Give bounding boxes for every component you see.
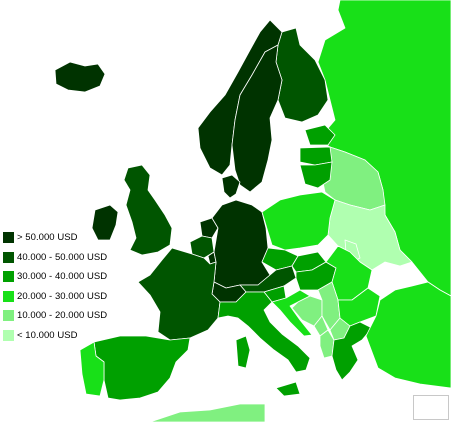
region-netherlands[interactable] xyxy=(199,217,219,239)
legend-label: < 10.000 USD xyxy=(17,329,78,341)
region-iceland[interactable] xyxy=(54,61,106,93)
region-turkey[interactable] xyxy=(365,281,451,389)
region-spain[interactable] xyxy=(93,335,191,401)
legend-item: < 10.000 USD xyxy=(3,326,133,346)
legend-item: > 50.000 USD xyxy=(3,228,133,248)
legend-item: 30.000 - 40.000 USD xyxy=(3,267,133,287)
legend-swatch xyxy=(3,290,14,302)
legend-swatch xyxy=(3,271,14,283)
region-germany[interactable] xyxy=(211,199,271,289)
legend-label: 40.000 - 50.000 USD xyxy=(17,251,108,263)
legend-swatch xyxy=(3,251,14,263)
region-france[interactable] xyxy=(137,247,221,341)
region-portugal[interactable] xyxy=(79,341,105,397)
region-greece[interactable] xyxy=(331,321,373,381)
region-lithuania[interactable] xyxy=(299,161,333,189)
legend-label: > 50.000 USD xyxy=(17,232,78,244)
region-finland[interactable] xyxy=(275,27,329,123)
map-legend: > 50.000 USD 40.000 - 50.000 USD 30.000 … xyxy=(3,228,133,345)
legend-swatch xyxy=(3,310,14,322)
legend-label: 30.000 - 40.000 USD xyxy=(17,271,108,283)
cyprus-inset-box xyxy=(413,395,449,420)
legend-swatch xyxy=(3,329,14,341)
region-italy-sardinia[interactable] xyxy=(235,335,251,369)
region-north-africa[interactable] xyxy=(149,403,266,422)
region-united-kingdom[interactable] xyxy=(123,164,173,256)
region-sweden[interactable] xyxy=(231,44,283,193)
legend-label: 10.000 - 20.000 USD xyxy=(17,310,108,322)
region-italy-sicily[interactable] xyxy=(275,381,301,397)
legend-item: 10.000 - 20.000 USD xyxy=(3,306,133,326)
region-italy[interactable] xyxy=(217,291,311,373)
region-poland[interactable] xyxy=(261,191,336,251)
legend-swatch xyxy=(3,232,14,244)
legend-label: 20.000 - 30.000 USD xyxy=(17,290,108,302)
region-ireland[interactable] xyxy=(91,204,119,241)
region-denmark[interactable] xyxy=(221,174,241,199)
legend-item: 40.000 - 50.000 USD xyxy=(3,248,133,268)
region-latvia[interactable] xyxy=(299,146,333,166)
region-croatia[interactable] xyxy=(271,289,313,337)
region-estonia[interactable] xyxy=(304,124,336,146)
region-ukraine[interactable] xyxy=(327,199,413,271)
legend-item: 20.000 - 30.000 USD xyxy=(3,287,133,307)
